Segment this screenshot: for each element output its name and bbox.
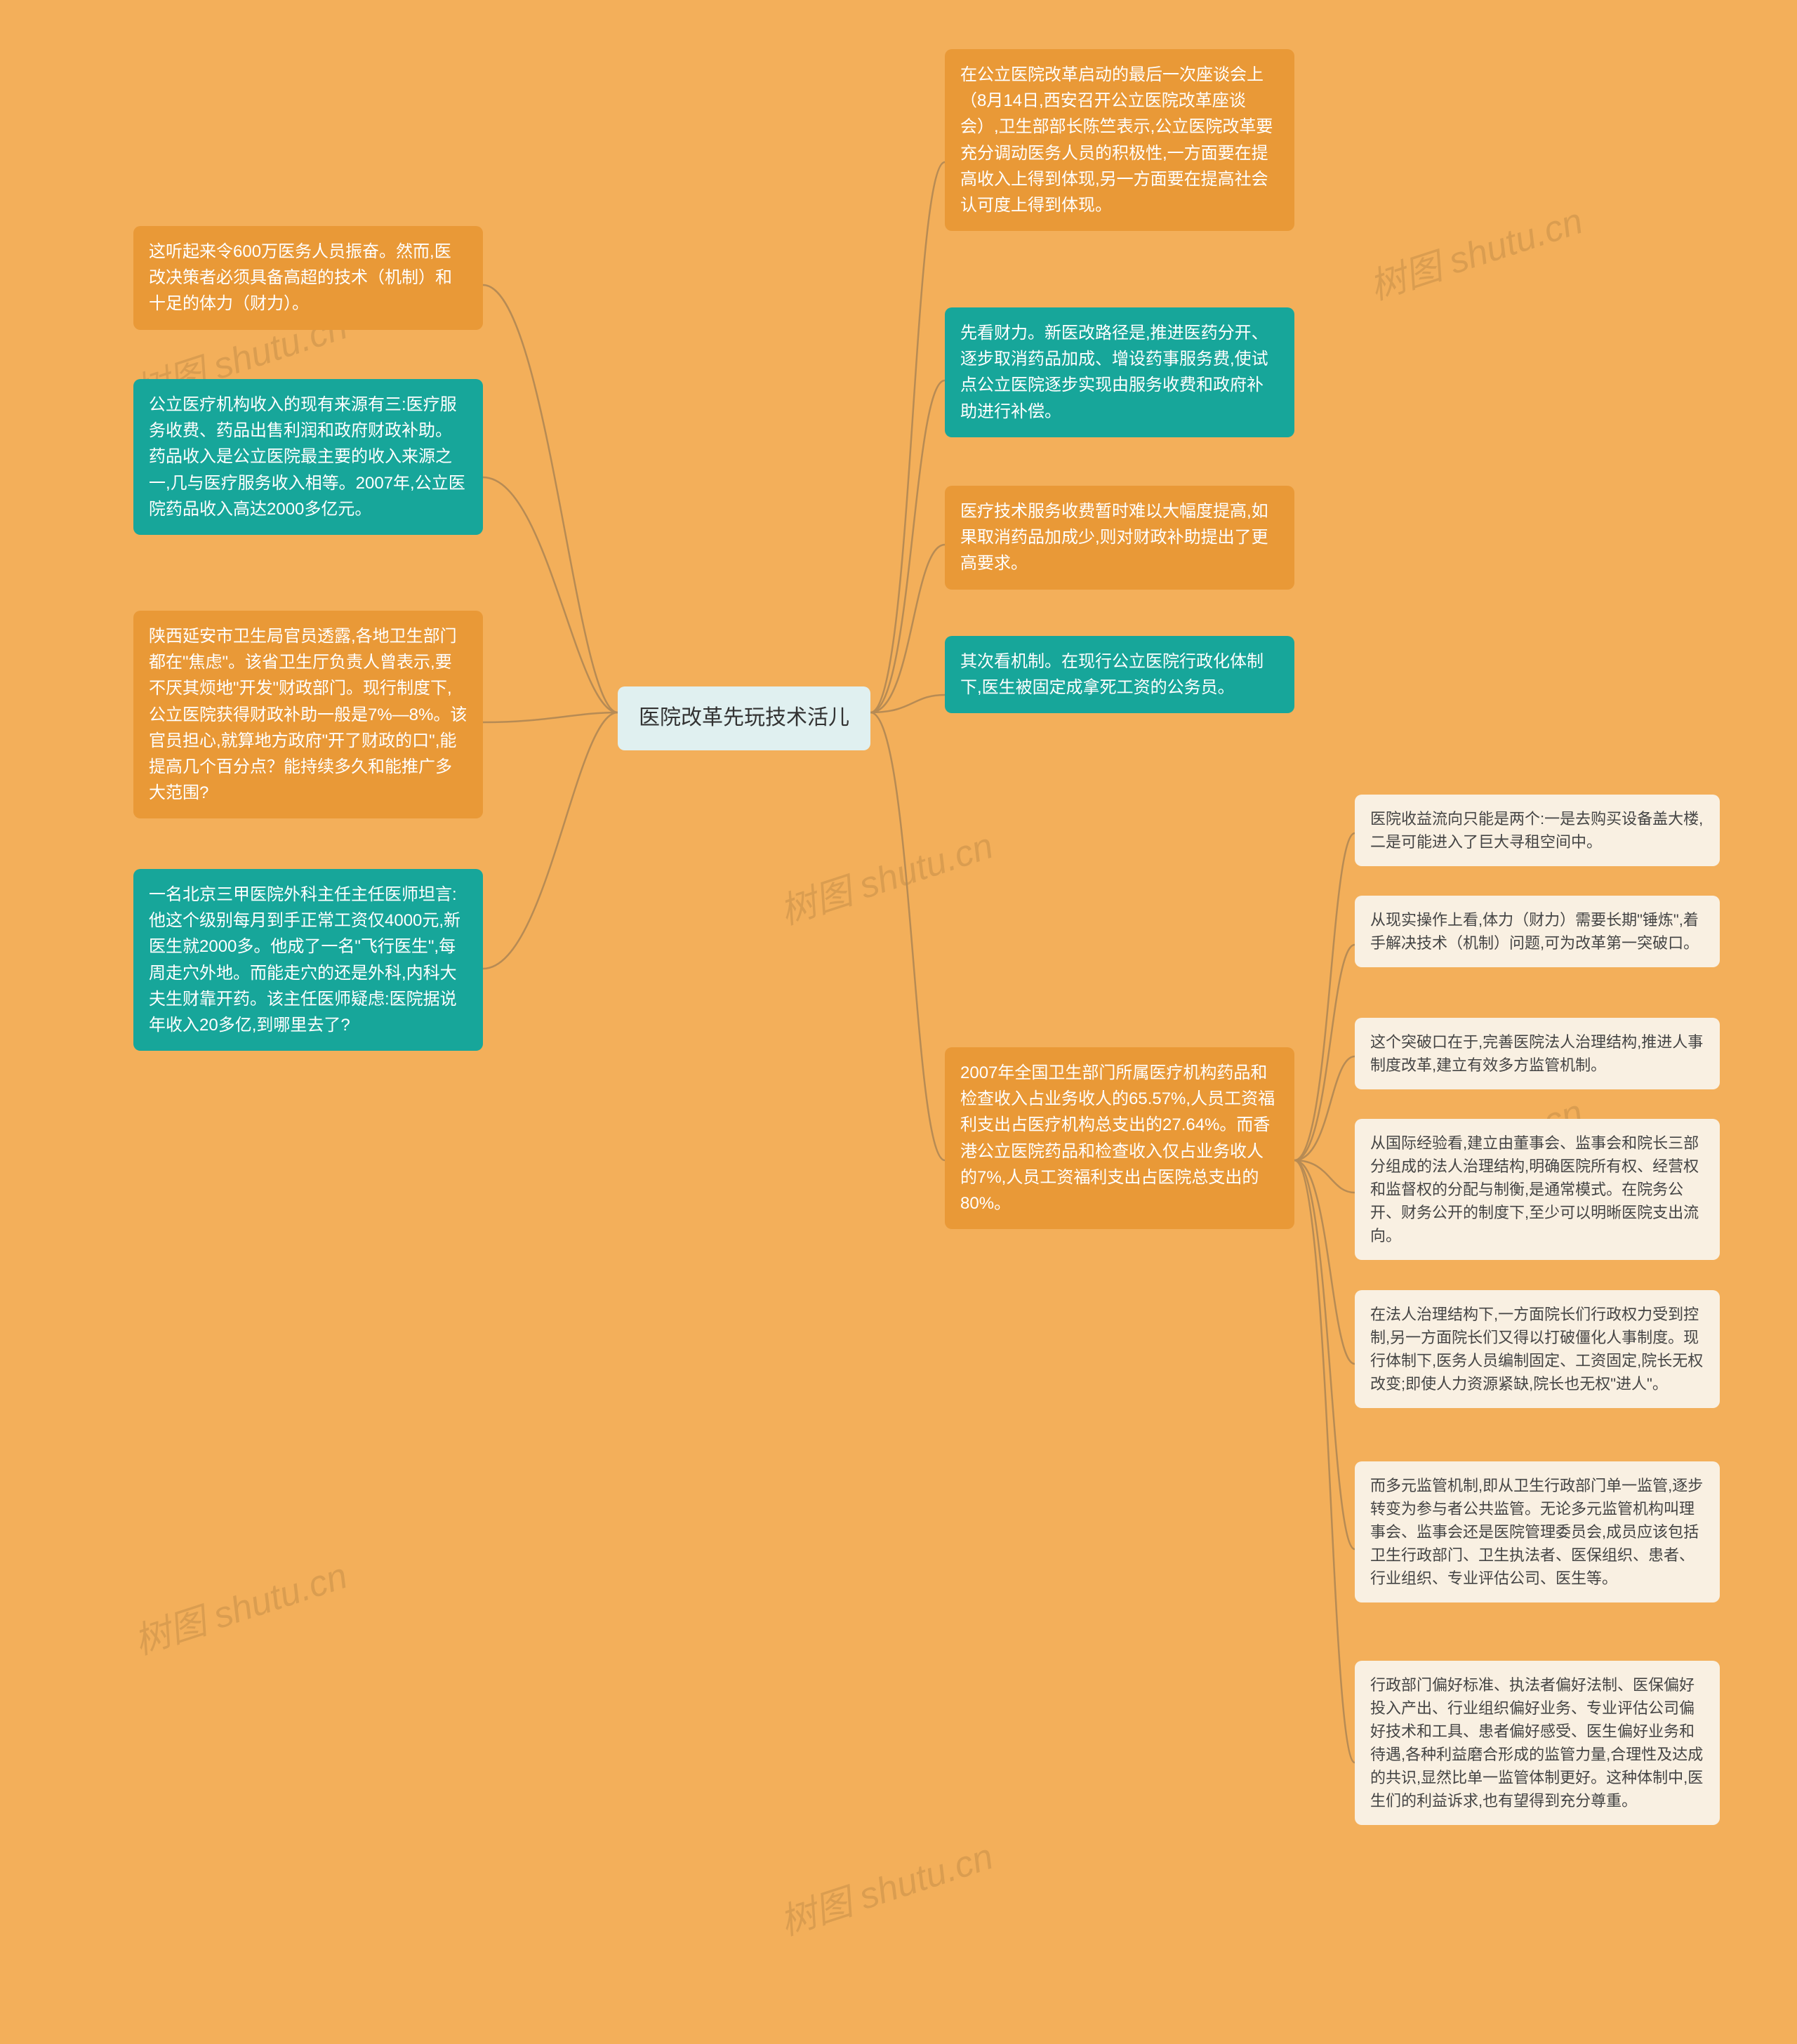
node-text: 2007年全国卫生部门所属医疗机构药品和检查收入占业务收人的65.57%,人员工… [960,1063,1275,1213]
left-node-3[interactable]: 一名北京三甲医院外科主任主任医师坦言:他这个级别每月到手正常工资仅4000元,新… [133,869,483,1051]
node-text: 一名北京三甲医院外科主任主任医师坦言:他这个级别每月到手正常工资仅4000元,新… [149,885,460,1035]
leaf-node-5[interactable]: 而多元监管机制,即从卫生行政部门单一监管,逐步转变为参与者公共监管。无论多元监管… [1355,1461,1720,1602]
leaf-node-6[interactable]: 行政部门偏好标准、执法者偏好法制、医保偏好投入产出、行业组织偏好业务、专业评估公… [1355,1661,1720,1825]
node-text: 在法人治理结构下,一方面院长们行政权力受到控制,另一方面院长们又得以打破僵化人事… [1370,1306,1703,1393]
right-node-4[interactable]: 2007年全国卫生部门所属医疗机构药品和检查收入占业务收人的65.57%,人员工… [945,1047,1294,1229]
node-text: 而多元监管机制,即从卫生行政部门单一监管,逐步转变为参与者公共监管。无论多元监管… [1370,1477,1703,1587]
node-text: 其次看机制。在现行公立医院行政化体制下,医生被固定成拿死工资的公务员。 [960,652,1264,697]
leaf-node-2[interactable]: 这个突破口在于,完善医院法人治理结构,推进人事制度改革,建立有效多方监管机制。 [1355,1018,1720,1089]
node-text: 先看财力。新医改路径是,推进医药分开、逐步取消药品加成、增设药事服务费,使试点公… [960,324,1268,421]
node-text: 这个突破口在于,完善医院法人治理结构,推进人事制度改革,建立有效多方监管机制。 [1370,1033,1703,1074]
watermark: 树图 shutu.cn [1362,192,1589,310]
root-node[interactable]: 医院改革先玩技术活儿 [618,686,870,750]
right-node-3[interactable]: 其次看机制。在现行公立医院行政化体制下,医生被固定成拿死工资的公务员。 [945,636,1294,713]
root-label: 医院改革先玩技术活儿 [639,706,849,729]
node-text: 从国际经验看,建立由董事会、监事会和院长三部分组成的法人治理结构,明确医院所有权… [1370,1134,1699,1245]
node-text: 陕西延安市卫生局官员透露,各地卫生部门都在"焦虑"。该省卫生厅负责人曾表示,要不… [149,627,467,802]
watermark: 树图 shutu.cn [126,1546,353,1665]
node-text: 从现实操作上看,体力（财力）需要长期"锤炼",着手解决技术（机制）问题,可为改革… [1370,911,1699,952]
node-text: 医院收益流向只能是两个:一是去购买设备盖大楼,二是可能进入了巨大寻租空间中。 [1370,810,1703,851]
node-text: 这听起来令600万医务人员振奋。然而,医改决策者必须具备高超的技术（机制）和十足… [149,242,452,313]
node-text: 医疗技术服务收费暂时难以大幅度提高,如果取消药品加成少,则对财政补助提出了更高要… [960,502,1268,573]
leaf-node-4[interactable]: 在法人治理结构下,一方面院长们行政权力受到控制,另一方面院长们又得以打破僵化人事… [1355,1290,1720,1408]
watermark: 树图 shutu.cn [772,1827,999,1946]
right-node-0[interactable]: 在公立医院改革启动的最后一次座谈会上（8月14日,西安召开公立医院改革座谈会）,… [945,49,1294,231]
right-node-1[interactable]: 先看财力。新医改路径是,推进医药分开、逐步取消药品加成、增设药事服务费,使试点公… [945,307,1294,437]
node-text: 在公立医院改革启动的最后一次座谈会上（8月14日,西安召开公立医院改革座谈会）,… [960,65,1273,215]
left-node-2[interactable]: 陕西延安市卫生局官员透露,各地卫生部门都在"焦虑"。该省卫生厅负责人曾表示,要不… [133,611,483,818]
node-text: 行政部门偏好标准、执法者偏好法制、医保偏好投入产出、行业组织偏好业务、专业评估公… [1370,1676,1703,1810]
leaf-node-0[interactable]: 医院收益流向只能是两个:一是去购买设备盖大楼,二是可能进入了巨大寻租空间中。 [1355,795,1720,866]
left-node-1[interactable]: 公立医疗机构收入的现有来源有三:医疗服务收费、药品出售利润和政府财政补助。药品收… [133,379,483,535]
node-text: 公立医疗机构收入的现有来源有三:医疗服务收费、药品出售利润和政府财政补助。药品收… [149,395,465,519]
left-node-0[interactable]: 这听起来令600万医务人员振奋。然而,医改决策者必须具备高超的技术（机制）和十足… [133,226,483,330]
watermark: 树图 shutu.cn [772,816,999,935]
leaf-node-3[interactable]: 从国际经验看,建立由董事会、监事会和院长三部分组成的法人治理结构,明确医院所有权… [1355,1119,1720,1260]
leaf-node-1[interactable]: 从现实操作上看,体力（财力）需要长期"锤炼",着手解决技术（机制）问题,可为改革… [1355,896,1720,967]
right-node-2[interactable]: 医疗技术服务收费暂时难以大幅度提高,如果取消药品加成少,则对财政补助提出了更高要… [945,486,1294,590]
